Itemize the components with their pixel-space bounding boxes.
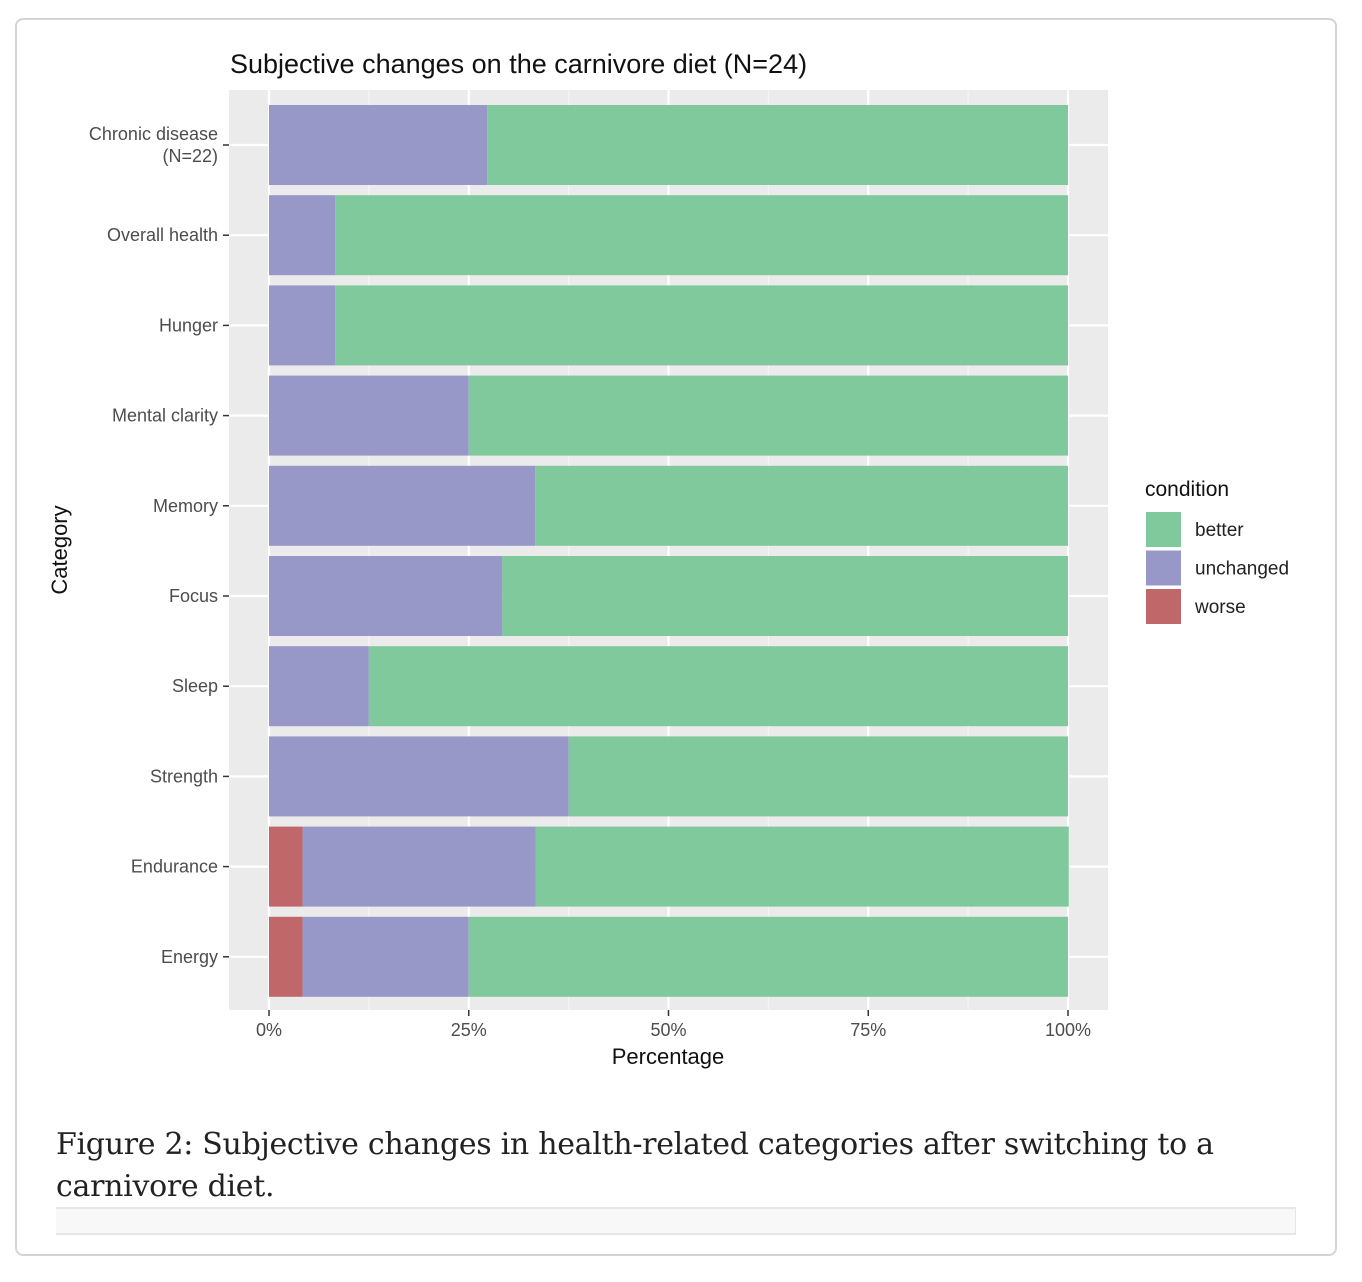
chart-title: Subjective changes on the carnivore diet… xyxy=(230,49,807,79)
bar-unchanged xyxy=(269,375,469,456)
y-tick-label: Chronic disease (N=22) xyxy=(89,124,218,166)
y-axis: Chronic disease (N=22) Overall health Hunge… xyxy=(89,124,229,967)
x-axis-label: Percentage xyxy=(612,1044,725,1069)
bar-better xyxy=(568,736,1068,817)
bar-unchanged xyxy=(269,285,336,366)
bar-better xyxy=(535,465,1068,546)
x-tick-label: 50% xyxy=(650,1020,686,1040)
y-tick-label: Focus xyxy=(169,586,218,606)
bar-better xyxy=(487,105,1068,185)
bar-better xyxy=(468,916,1068,997)
legend-title: condition xyxy=(1145,478,1229,501)
bar-unchanged xyxy=(302,916,469,997)
y-tick-label: Energy xyxy=(161,947,218,967)
bar-better xyxy=(368,646,1068,727)
legend-swatch-unchanged xyxy=(1146,550,1181,586)
bars xyxy=(269,105,1069,997)
y-tick-label: Strength xyxy=(150,766,218,786)
bar-unchanged xyxy=(269,195,336,276)
y-tick-label: Memory xyxy=(153,496,218,516)
bar-better xyxy=(335,195,1068,276)
y-tick-label: Endurance xyxy=(131,857,218,877)
bar-unchanged xyxy=(269,105,488,185)
bar-unchanged xyxy=(269,465,536,546)
bar-worse xyxy=(269,916,303,997)
bar-unchanged xyxy=(302,826,536,907)
legend-label-better: better xyxy=(1195,520,1244,541)
bar-better xyxy=(502,556,1069,636)
bar-unchanged xyxy=(269,556,503,636)
y-axis-label: Category xyxy=(47,505,72,594)
legend-label-unchanged: unchanged xyxy=(1195,559,1289,580)
legend-swatch-worse xyxy=(1146,589,1181,624)
bar-unchanged xyxy=(269,646,369,727)
x-tick-label: 100% xyxy=(1045,1020,1091,1040)
y-tick-label: Overall health xyxy=(107,225,218,245)
caption-divider xyxy=(56,1207,1296,1235)
x-tick-label: 75% xyxy=(850,1020,886,1040)
figure-caption: Figure 2: Subjective changes in health-r… xyxy=(56,1127,1214,1204)
bar-unchanged xyxy=(269,736,569,817)
y-tick-label: Sleep xyxy=(172,676,218,696)
x-tick-label: 25% xyxy=(451,1020,487,1040)
stacked-bar-chart: Subjective changes on the carnivore diet… xyxy=(47,49,1289,1069)
bar-better xyxy=(335,285,1068,366)
legend-swatch-better xyxy=(1146,512,1181,547)
x-tick-label: 0% xyxy=(256,1020,282,1040)
x-axis: 0% 25% 50% 75% 100% xyxy=(256,1010,1091,1040)
bar-worse xyxy=(269,826,303,907)
y-tick-label: Hunger xyxy=(159,315,218,335)
y-tick-label: Mental clarity xyxy=(112,406,218,426)
bar-better xyxy=(468,375,1068,456)
legend: condition better unchanged worse xyxy=(1145,478,1289,624)
legend-label-worse: worse xyxy=(1194,597,1246,618)
bar-better xyxy=(535,826,1069,907)
